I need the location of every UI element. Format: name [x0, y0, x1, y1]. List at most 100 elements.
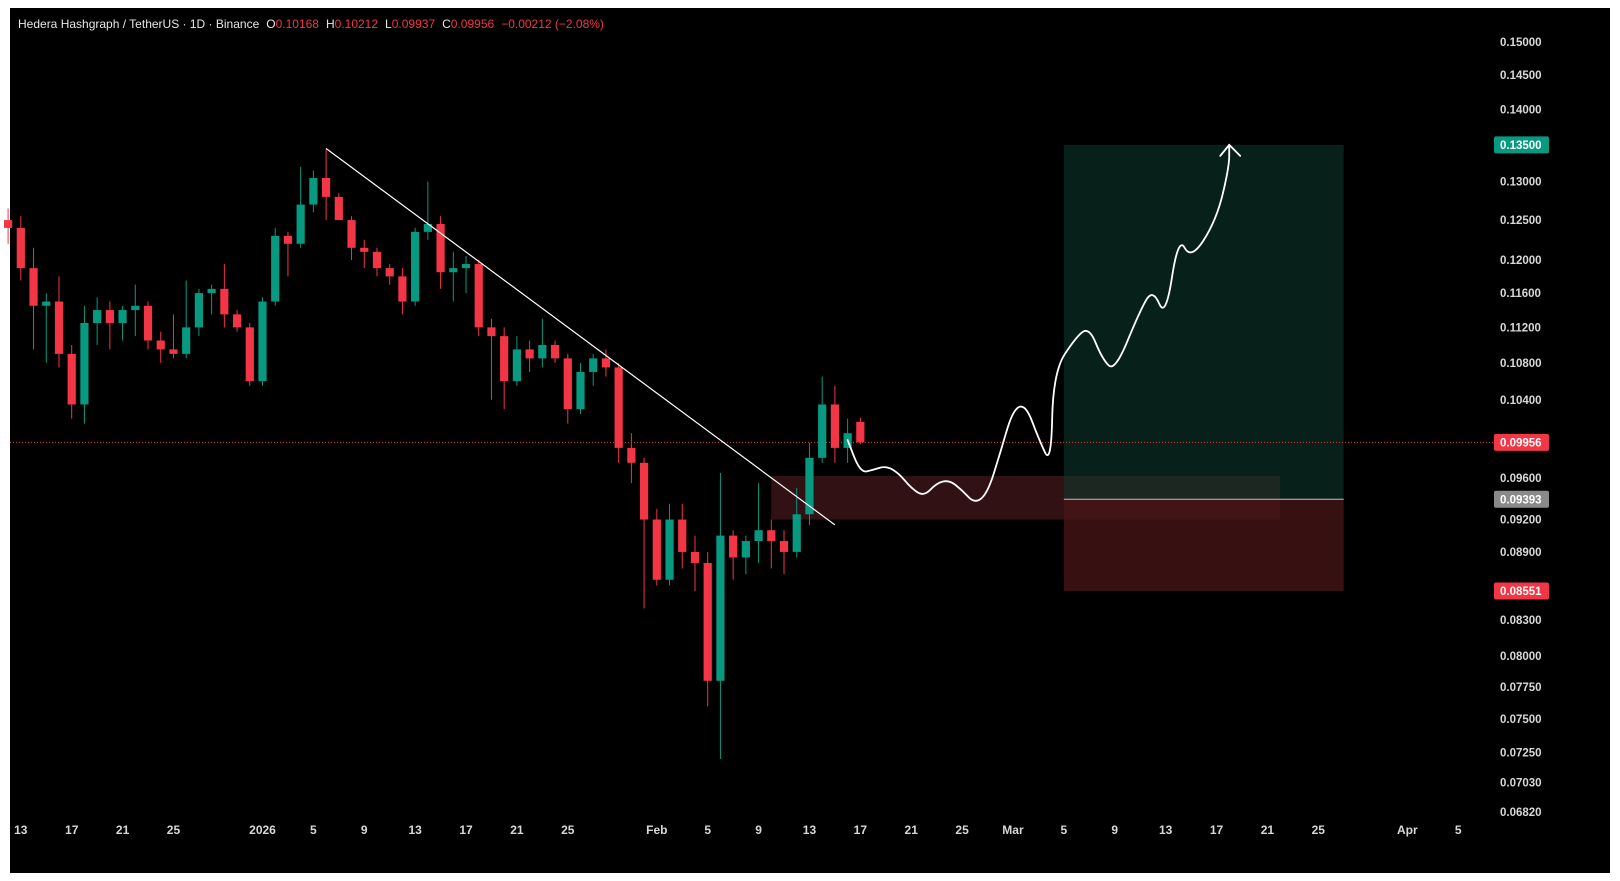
time-axis-tick: 25 [1312, 823, 1326, 837]
candle-body[interactable] [563, 358, 572, 410]
candle-body[interactable] [271, 235, 280, 302]
candle-body[interactable] [512, 349, 521, 382]
candle-body[interactable] [131, 305, 140, 311]
target-price-badge: 0.13500 [1500, 140, 1542, 152]
candle-body[interactable] [500, 336, 509, 382]
candle-body[interactable] [436, 223, 445, 273]
candle-body[interactable] [16, 227, 25, 269]
candle-body[interactable] [792, 514, 801, 552]
candle-body[interactable] [156, 340, 165, 350]
candle-body[interactable] [398, 276, 407, 302]
candle-body[interactable] [767, 530, 776, 542]
projection-path[interactable] [846, 143, 1231, 502]
candle-body[interactable] [614, 367, 623, 448]
candle-body[interactable] [232, 314, 242, 328]
candle-body[interactable] [296, 204, 305, 244]
candle-body[interactable] [67, 353, 76, 405]
time-axis-tick: 5 [1455, 823, 1462, 837]
candle-body[interactable] [372, 251, 382, 269]
candle-body[interactable] [258, 301, 267, 382]
time-axis-tick: 21 [905, 823, 919, 837]
time-axis-tick: 13 [408, 823, 422, 837]
candle-body[interactable] [169, 349, 178, 354]
candle-body[interactable] [245, 327, 254, 382]
price-axis-tick: 0.14000 [1500, 104, 1542, 116]
candle-body[interactable] [423, 223, 432, 232]
stop-price-badge-bg [1494, 582, 1549, 600]
candle-body[interactable] [4, 220, 13, 228]
candle-body[interactable] [80, 323, 89, 405]
candle-body[interactable] [818, 404, 827, 458]
price-axis-tick: 0.06820 [1500, 807, 1542, 819]
candle-body[interactable] [856, 421, 865, 443]
time-axis-tick: 25 [955, 823, 969, 837]
price-axis-tick: 0.11200 [1500, 322, 1541, 334]
candle-body[interactable] [652, 519, 661, 580]
change-value: −0.00212 (−2.08%) [501, 17, 604, 31]
candle-body[interactable] [360, 247, 369, 252]
time-axis-tick: 9 [361, 823, 368, 837]
trendline[interactable] [325, 148, 836, 526]
price-axis-tick: 0.07250 [1500, 747, 1542, 759]
candle-body[interactable] [220, 288, 229, 315]
candle-body[interactable] [207, 288, 216, 294]
time-axis-tick: 25 [561, 823, 575, 837]
candle-body[interactable] [42, 301, 51, 306]
candle-body[interactable] [805, 457, 814, 515]
price-axis-tick: 0.10400 [1500, 395, 1542, 407]
time-axis-tick: 17 [854, 823, 868, 837]
candle-body[interactable] [182, 327, 191, 354]
candle-body[interactable] [703, 562, 712, 681]
candle-body[interactable] [830, 404, 839, 448]
time-axis-tick: 21 [116, 823, 130, 837]
candle-body[interactable] [716, 535, 725, 681]
price-axis-tick: 0.13000 [1500, 177, 1542, 189]
candle-body[interactable] [449, 268, 458, 273]
close-value: 0.09956 [450, 17, 495, 31]
candle-body[interactable] [576, 371, 585, 410]
candle-body[interactable] [678, 519, 687, 552]
candle-body[interactable] [347, 220, 356, 248]
candle-body[interactable] [729, 535, 738, 558]
candle-body[interactable] [105, 310, 114, 324]
candle-body[interactable] [550, 344, 560, 359]
current-price-badge-bg [1494, 433, 1549, 451]
candle-body[interactable] [754, 530, 763, 542]
time-axis-tick: Mar [1002, 823, 1024, 837]
price-axis-tick: 0.08900 [1500, 547, 1542, 559]
low-label: L [385, 17, 392, 31]
candle-body[interactable] [487, 327, 496, 337]
candle-body[interactable] [779, 541, 789, 552]
candle-body[interactable] [322, 177, 331, 197]
candle-body[interactable] [194, 293, 203, 328]
candle-body[interactable] [283, 235, 293, 244]
candle-body[interactable] [93, 310, 102, 324]
candle-body[interactable] [143, 305, 153, 341]
candle-body[interactable] [54, 301, 64, 354]
candle-body[interactable] [640, 462, 649, 520]
candle-body[interactable] [690, 551, 700, 563]
candle-body[interactable] [741, 541, 750, 558]
price-axis-tick: 0.08300 [1500, 615, 1542, 627]
candle-body[interactable] [601, 358, 611, 368]
time-axis-tick: 13 [14, 823, 28, 837]
candle-body[interactable] [411, 231, 420, 302]
candle-body[interactable] [474, 264, 483, 328]
candle-body[interactable] [461, 264, 471, 269]
price-axis-tick: 0.11600 [1500, 288, 1541, 300]
target-zone [1063, 144, 1344, 500]
time-axis-tick: 5 [310, 823, 317, 837]
candle-body[interactable] [385, 268, 394, 277]
candle-body[interactable] [538, 344, 547, 359]
candle-body[interactable] [589, 358, 598, 372]
candle-body[interactable] [334, 196, 343, 221]
candle-body[interactable] [525, 349, 534, 359]
candle-body[interactable] [29, 268, 38, 306]
candle-body[interactable] [665, 519, 674, 580]
price-axis-tick: 0.08000 [1500, 651, 1542, 663]
candle-body[interactable] [627, 447, 636, 463]
time-axis-tick: 5 [1061, 823, 1068, 837]
candle-body[interactable] [118, 310, 127, 324]
candle-body[interactable] [309, 177, 318, 205]
